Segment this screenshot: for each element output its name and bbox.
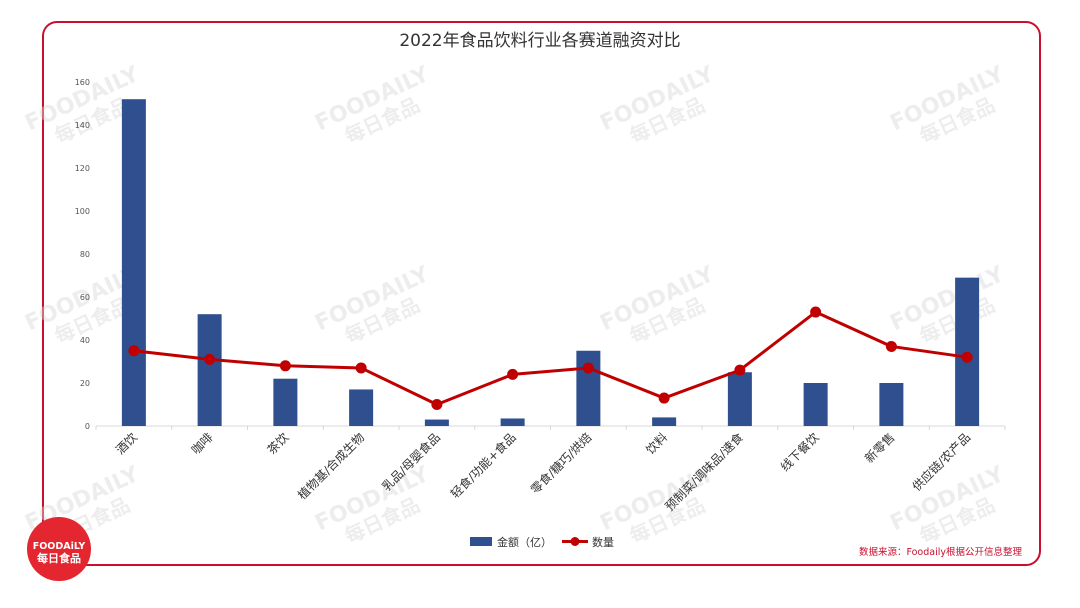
line-point	[810, 306, 822, 318]
line-point	[128, 345, 140, 357]
line-point	[204, 353, 216, 365]
logo-text-cn: 每日食品	[37, 551, 81, 565]
logo-text-en: FOODAiLY	[33, 541, 86, 552]
line-point	[658, 392, 670, 404]
y-axis: 0 20 40 60 80 100 120 140 160	[75, 78, 90, 431]
line-point	[582, 362, 594, 374]
bar	[727, 372, 752, 426]
y-tick-label: 160	[75, 78, 90, 87]
y-tick-label: 80	[80, 250, 90, 259]
line-point	[734, 364, 746, 376]
legend-bar-swatch	[470, 537, 492, 546]
bar	[197, 314, 222, 426]
line-point	[961, 351, 973, 363]
y-tick-label: 40	[80, 336, 90, 345]
legend-bar-label: 金额（亿）	[497, 535, 552, 549]
bar	[879, 383, 904, 426]
y-tick-label: 140	[75, 121, 90, 130]
bar	[349, 389, 374, 426]
y-tick-label: 0	[85, 422, 90, 431]
bar	[273, 378, 298, 426]
bar	[500, 418, 525, 426]
line-point	[279, 360, 291, 372]
bar	[121, 99, 146, 426]
chart-title: 2022年食品饮料行业各赛道融资对比	[399, 30, 680, 51]
bar	[803, 383, 828, 426]
y-tick-label: 60	[80, 293, 90, 302]
legend-line-label: 数量	[592, 536, 614, 549]
source-note: 数据来源：Foodaily根据公开信息整理	[859, 546, 1023, 558]
chart-frame	[42, 21, 1041, 566]
line-path	[133, 310, 968, 406]
line-point	[885, 340, 897, 352]
y-tick-label: 20	[80, 379, 90, 388]
bar	[576, 350, 601, 426]
bar	[652, 417, 677, 426]
line-series	[128, 306, 973, 410]
bar	[424, 419, 449, 426]
logo-circle	[27, 517, 91, 581]
legend: 金额（亿） 数量	[470, 535, 614, 549]
legend-line-marker	[570, 537, 580, 546]
bar-series	[121, 99, 980, 426]
line-point	[431, 399, 443, 410]
y-tick-label: 100	[75, 207, 90, 216]
foodaily-logo: FOODAiLY 每日食品	[27, 517, 91, 581]
line-point	[507, 368, 519, 380]
y-tick-label: 120	[75, 164, 90, 173]
line-point	[355, 362, 367, 374]
